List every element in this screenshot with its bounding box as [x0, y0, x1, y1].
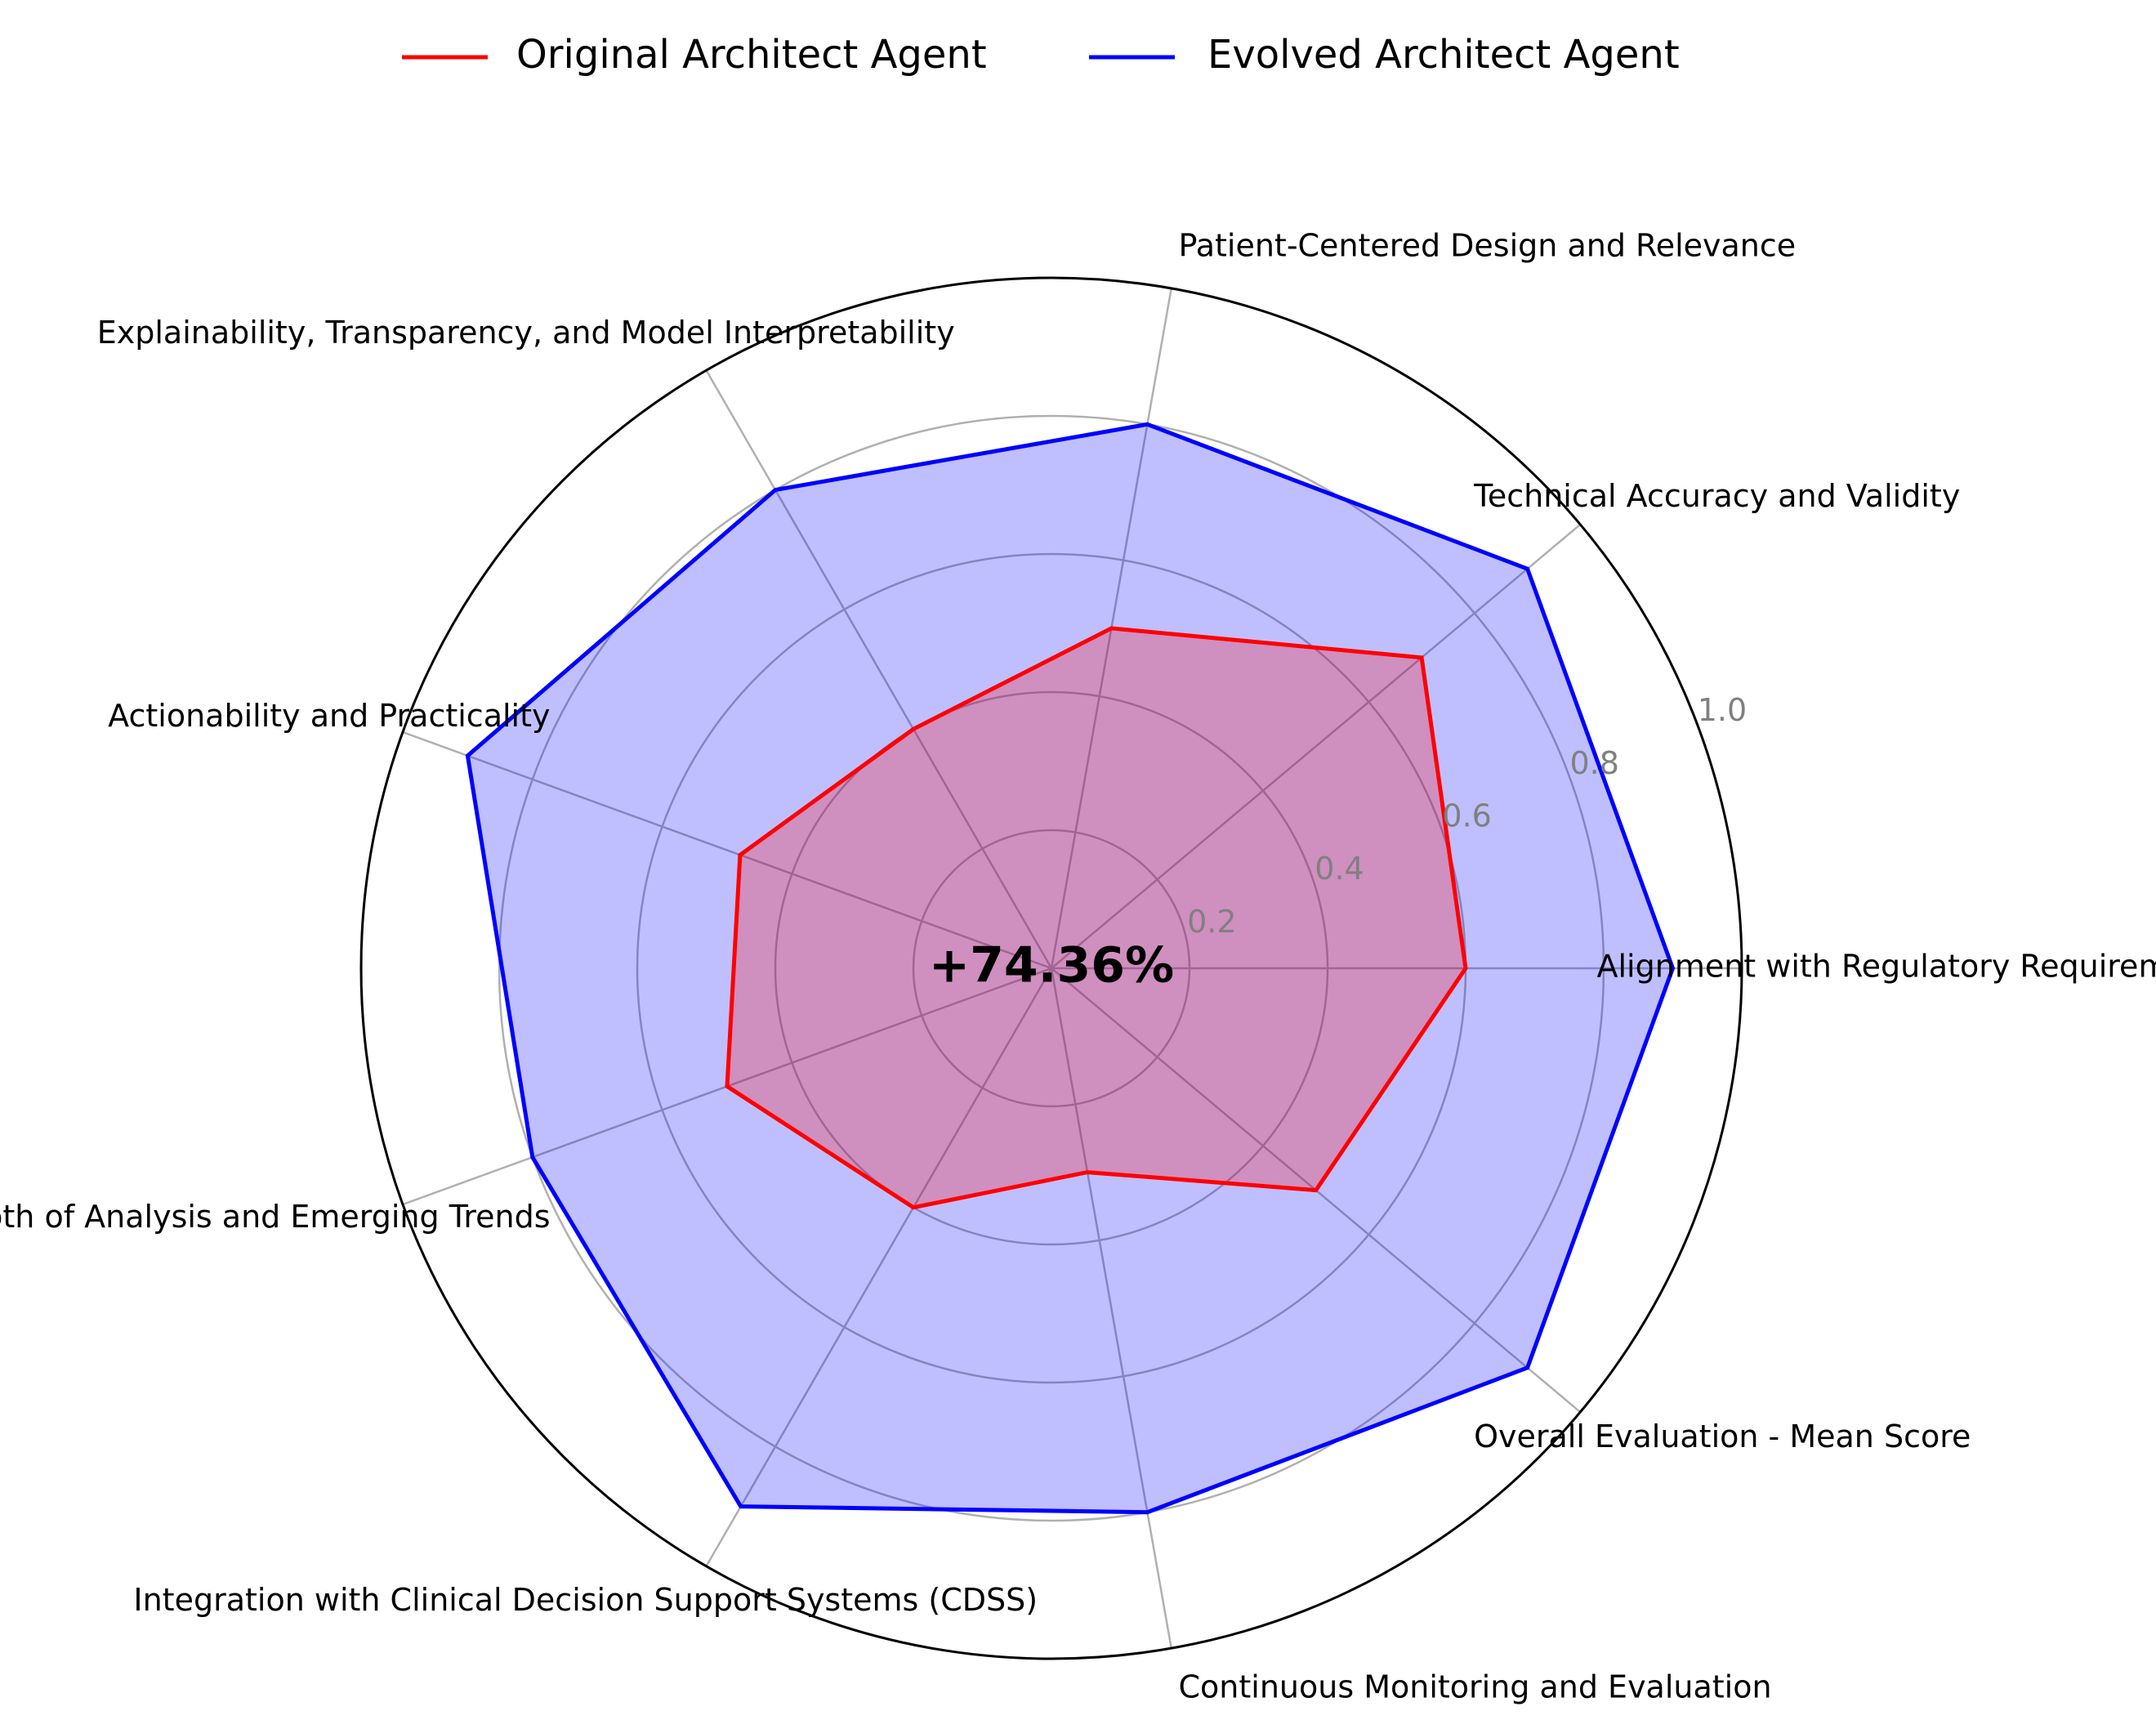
legend-label: Original Architect Agent [516, 32, 987, 78]
polar-frame [359, 276, 1743, 1660]
series-area-evolved [467, 424, 1673, 1512]
series-area-original [727, 628, 1466, 1208]
axis-label: Depth of Analysis and Emerging Trends [0, 1199, 551, 1235]
radar-tick-labels: 0.2 0.4 0.6 0.8 1.0 [1187, 692, 1747, 940]
center-annotation: +74.36% [929, 937, 1174, 994]
grid-spoke [705, 967, 1053, 1567]
tick-label: 0.8 [1570, 745, 1619, 781]
axis-label: Continuous Monitoring and Evaluation [1179, 1669, 1772, 1705]
series-line-evolved [465, 422, 1676, 1515]
axis-label: Technical Accuracy and Validity [1473, 478, 1960, 514]
tick-label: 1.0 [1698, 692, 1747, 728]
grid-spoke [1050, 967, 1172, 1649]
grid-spoke [705, 369, 1053, 969]
axis-label: Actionability and Practicality [108, 698, 550, 734]
legend: Original Architect Agent Evolved Architec… [402, 32, 1680, 78]
axis-label: Overall Evaluation - Mean Score [1474, 1418, 1971, 1454]
grid-spoke [1051, 523, 1582, 969]
axis-label: Alignment with Regulatory Requirements [1597, 949, 2156, 985]
series-line-original [725, 626, 1468, 1210]
axis-label: Integration with Clinical Decision Suppo… [133, 1582, 1038, 1618]
radar-series [465, 422, 1676, 1515]
tick-label: 0.6 [1442, 798, 1491, 834]
legend-label: Evolved Architect Agent [1207, 32, 1680, 78]
tick-label: 0.4 [1315, 851, 1364, 887]
axis-label: Explainability, Transparency, and Model … [97, 315, 955, 351]
axis-label: Patient-Centered Design and Relevance [1179, 227, 1797, 263]
tick-label: 0.2 [1187, 904, 1236, 940]
grid-spoke [402, 730, 1052, 970]
radar-axis-labels: Alignment with Regulatory Requirements Te… [0, 227, 2156, 1704]
